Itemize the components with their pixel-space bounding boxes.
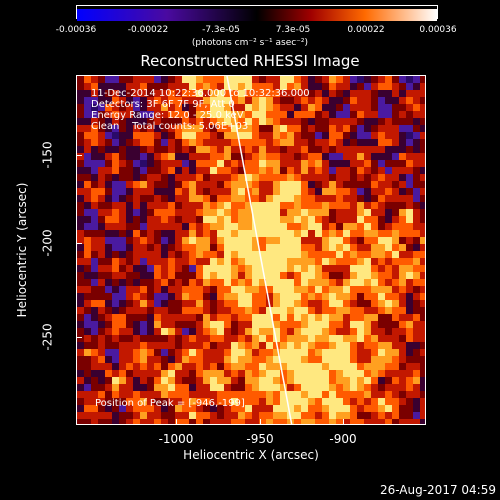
x-axis-label: Heliocentric X (arcsec) [183,448,319,462]
colorbar-tick-label: 0.00022 [347,25,385,35]
colorbar-tick-label: -0.00022 [127,25,169,35]
peak-position-text: Position of Peak = [-946,-199] [95,398,245,409]
x-tick-label: -900 [329,432,357,446]
timestamp: 26-Aug-2017 04:59 [379,483,496,497]
colorbar-tick-label: -7.3e-05 [202,25,240,35]
colorbar-units: (photons cm⁻² s⁻¹ asec⁻²) [191,38,309,48]
solar-limb-line [226,76,293,424]
colorbar-tick-label: 7.3e-05 [275,25,311,35]
heatmap-pixels [77,76,425,424]
colorbar [76,5,438,21]
rhessi-image: 11-Dec-2014 10:22:36.000 to 10:32:36.000… [76,75,426,425]
colorbar-gradient [77,9,437,21]
y-tick-label: -200 [40,229,55,257]
colorbar-tick-label: 0.00036 [419,25,457,35]
y-axis-label: Heliocentric Y (arcsec) [15,182,29,318]
image-title: Reconstructed RHESSI Image [140,52,360,70]
x-tick-label: -950 [246,432,274,446]
time-range-text: 11-Dec-2014 10:22:36.000 to 10:32:36.000 [91,88,310,99]
colorbar-tick-label: -0.00036 [55,25,97,35]
energy-range-text: Energy Range: 12.0 - 25.0 keV [91,110,244,121]
x-tick-label: -1000 [158,432,194,446]
clean-counts-text: Clean Total counts: 5.06E+03 [91,121,249,132]
y-tick-label: -250 [40,323,55,351]
detectors-text: Detectors: 3F 6F 7F 9F, Att 0 [91,99,235,110]
y-tick-label: -150 [40,141,55,169]
